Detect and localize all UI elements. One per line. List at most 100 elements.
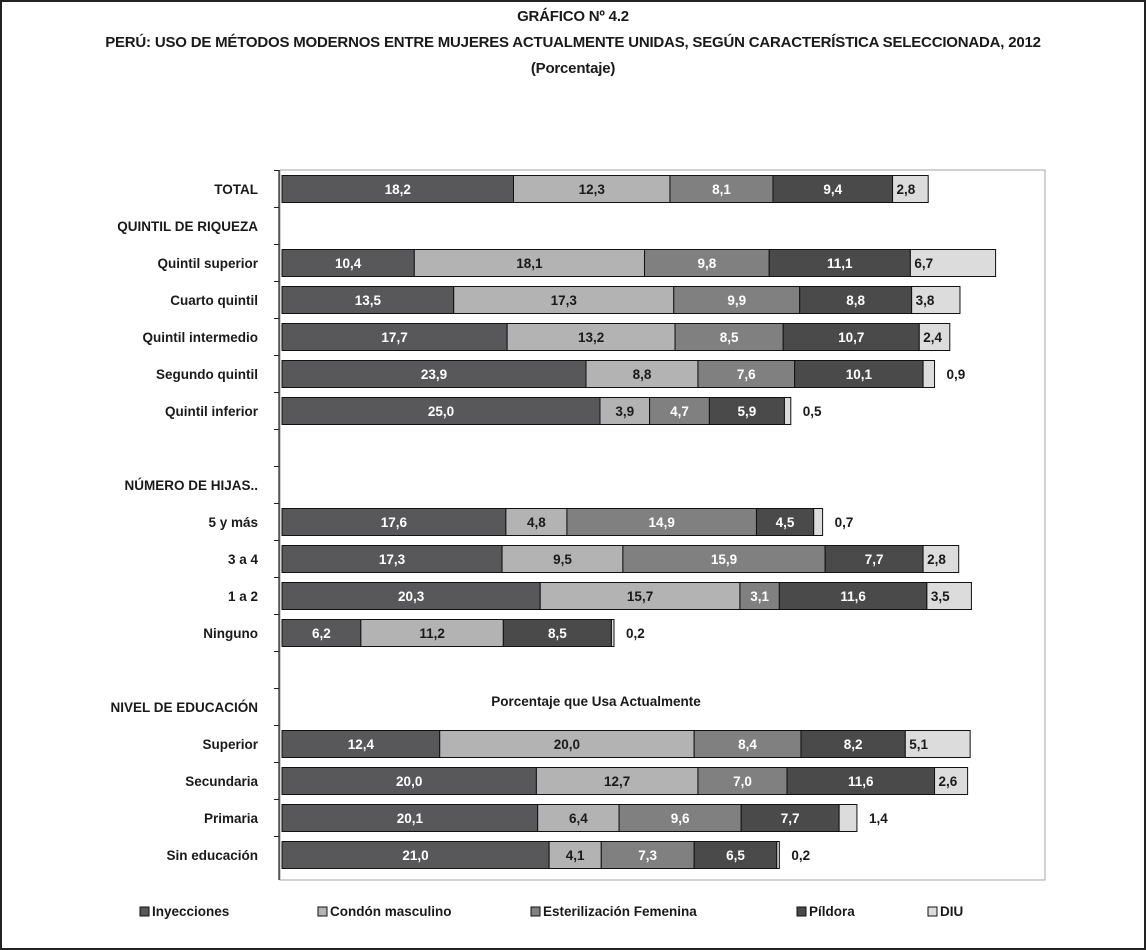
category-label-sin-educacion: Sin educación — [166, 848, 258, 863]
data-label-diu-ninguno: 0,2 — [626, 626, 645, 641]
legend-swatch-diu — [927, 906, 938, 917]
data-label-inyecciones-quintil-superior: 10,4 — [335, 256, 362, 271]
data-label-inyecciones-ninguno: 6,2 — [312, 626, 331, 641]
data-label-condon-masculino-3-a-4: 9,5 — [553, 552, 572, 567]
legend-swatch-inyecciones — [139, 906, 150, 917]
category-label-superior: Superior — [202, 737, 258, 752]
data-label-pildora-secundaria: 11,6 — [848, 774, 874, 789]
data-label-inyecciones-superior: 12,4 — [348, 737, 375, 752]
bar-esterilizacion-femenina-sin-educacion — [600, 841, 695, 869]
data-label-esterilizacion-femenina-3-a-4: 15,9 — [711, 552, 737, 567]
data-label-condon-masculino-quintil-inferior: 3,9 — [615, 404, 634, 419]
category-label-total: TOTAL — [214, 182, 258, 197]
data-label-condon-masculino-quintil-intermedio: 13,2 — [578, 330, 604, 345]
bar-diu-quintil-inferior — [783, 397, 792, 425]
bar-inyecciones-total — [281, 175, 515, 203]
data-label-condon-masculino-5-y-mas: 4,8 — [527, 515, 546, 530]
bar-pildora-quintil-intermedio — [782, 323, 920, 351]
bar-pildora-ninguno — [502, 619, 612, 647]
bar-condon-masculino-sin-educacion — [548, 841, 602, 869]
data-label-diu-quintil-inferior: 0,5 — [803, 404, 822, 419]
legend-label-inyecciones: Inyecciones — [152, 904, 229, 919]
bar-esterilizacion-femenina-primaria — [618, 804, 742, 832]
category-label-3-a-4: 3 a 4 — [228, 552, 259, 567]
data-label-diu-3-a-4: 2,8 — [927, 552, 946, 567]
bar-inyecciones-cuarto-quintil — [281, 286, 455, 314]
data-label-inyecciones-3-a-4: 17,3 — [379, 552, 406, 567]
data-label-pildora-segundo-quintil: 10,1 — [846, 367, 873, 382]
bar-esterilizacion-femenina-3-a-4 — [622, 545, 826, 573]
bar-inyecciones-superior — [281, 730, 441, 758]
data-label-condon-masculino-cuarto-quintil: 17,3 — [551, 293, 578, 308]
annotation-text: Porcentaje que Usa Actualmente — [491, 694, 701, 709]
category-label-segundo-quintil: Segundo quintil — [156, 367, 258, 382]
category-label-quintil-inferior: Quintil inferior — [165, 404, 259, 419]
bar-inyecciones-1-a-2 — [281, 582, 541, 610]
data-label-diu-total: 2,8 — [897, 182, 916, 197]
bar-inyecciones-quintil-intermedio — [281, 323, 508, 351]
data-label-esterilizacion-femenina-5-y-mas: 14,9 — [649, 515, 675, 530]
data-label-diu-primaria: 1,4 — [869, 811, 888, 826]
data-label-pildora-quintil-intermedio: 10,7 — [838, 330, 864, 345]
data-label-inyecciones-quintil-intermedio: 17,7 — [381, 330, 407, 345]
legend-swatch-esterilizacion-femenina — [530, 906, 541, 917]
data-label-diu-quintil-superior: 6,7 — [914, 256, 933, 271]
data-label-pildora-total: 9,4 — [823, 182, 842, 197]
data-label-inyecciones-1-a-2: 20,3 — [398, 589, 425, 604]
data-label-inyecciones-secundaria: 20,0 — [396, 774, 422, 789]
bar-diu-ninguno — [610, 619, 615, 647]
bar-diu-superior — [904, 730, 971, 758]
bar-esterilizacion-femenina-secundaria — [697, 767, 788, 795]
data-label-pildora-quintil-superior: 11,1 — [827, 256, 853, 271]
data-label-esterilizacion-femenina-quintil-inferior: 4,7 — [670, 404, 689, 419]
legend-label-esterilizacion-femenina: Esterilización Femenina — [543, 904, 697, 919]
data-label-diu-segundo-quintil: 0,9 — [947, 367, 966, 382]
data-label-inyecciones-sin-educacion: 21,0 — [402, 848, 428, 863]
data-label-inyecciones-cuarto-quintil: 13,5 — [355, 293, 382, 308]
legend-label-condon-masculino: Condón masculino — [330, 904, 452, 919]
data-label-inyecciones-total: 18,2 — [385, 182, 411, 197]
bar-diu-cuarto-quintil — [911, 286, 961, 314]
bar-diu-quintil-intermedio — [918, 323, 951, 351]
category-label-quintil-intermedio: Quintil intermedio — [142, 330, 258, 345]
bar-condon-masculino-3-a-4 — [501, 545, 624, 573]
data-label-condon-masculino-primaria: 6,4 — [569, 811, 588, 826]
bar-esterilizacion-femenina-superior — [693, 730, 802, 758]
data-label-inyecciones-5-y-mas: 17,6 — [381, 515, 408, 530]
bar-pildora-quintil-inferior — [708, 397, 785, 425]
data-label-esterilizacion-femenina-quintil-superior: 9,8 — [697, 256, 716, 271]
data-label-condon-masculino-segundo-quintil: 8,8 — [633, 367, 652, 382]
data-label-inyecciones-primaria: 20,1 — [397, 811, 424, 826]
bar-pildora-3-a-4 — [824, 545, 924, 573]
bar-inyecciones-segundo-quintil — [281, 360, 587, 388]
data-label-condon-masculino-quintil-superior: 18,1 — [516, 256, 543, 271]
chart-unit: (Porcentaje) — [530, 60, 616, 77]
data-label-pildora-cuarto-quintil: 8,8 — [846, 293, 865, 308]
bar-condon-masculino-superior — [439, 730, 695, 758]
data-label-condon-masculino-1-a-2: 15,7 — [627, 589, 653, 604]
category-label-cuarto-quintil: Cuarto quintil — [170, 293, 258, 308]
category-label-quintil-superior: Quintil superior — [157, 256, 258, 271]
bar-pildora-total — [772, 175, 894, 203]
chart-title: GRÁFICO Nº 4.2 — [517, 8, 629, 25]
data-label-condon-masculino-superior: 20,0 — [554, 737, 580, 752]
data-label-condon-masculino-ninguno: 11,2 — [419, 626, 445, 641]
bar-pildora-superior — [800, 730, 906, 758]
bar-esterilizacion-femenina-1-a-2 — [739, 582, 780, 610]
data-label-pildora-5-y-mas: 4,5 — [776, 515, 795, 530]
bar-condon-masculino-1-a-2 — [539, 582, 741, 610]
bar-condon-masculino-cuarto-quintil — [453, 286, 675, 314]
data-label-inyecciones-segundo-quintil: 23,9 — [421, 367, 447, 382]
data-label-esterilizacion-femenina-cuarto-quintil: 9,9 — [727, 293, 746, 308]
bar-inyecciones-quintil-superior — [281, 249, 415, 277]
data-label-esterilizacion-femenina-primaria: 9,6 — [671, 811, 690, 826]
bar-diu-primaria — [838, 804, 858, 832]
bar-esterilizacion-femenina-quintil-superior — [644, 249, 770, 277]
data-label-pildora-superior: 8,2 — [844, 737, 863, 752]
data-label-esterilizacion-femenina-total: 8,1 — [712, 182, 731, 197]
data-label-esterilizacion-femenina-superior: 8,4 — [738, 737, 757, 752]
category-label-1-a-2: 1 a 2 — [228, 589, 258, 604]
data-label-condon-masculino-total: 12,3 — [579, 182, 606, 197]
bar-esterilizacion-femenina-5-y-mas — [566, 508, 757, 536]
bar-diu-secundaria — [934, 767, 969, 795]
